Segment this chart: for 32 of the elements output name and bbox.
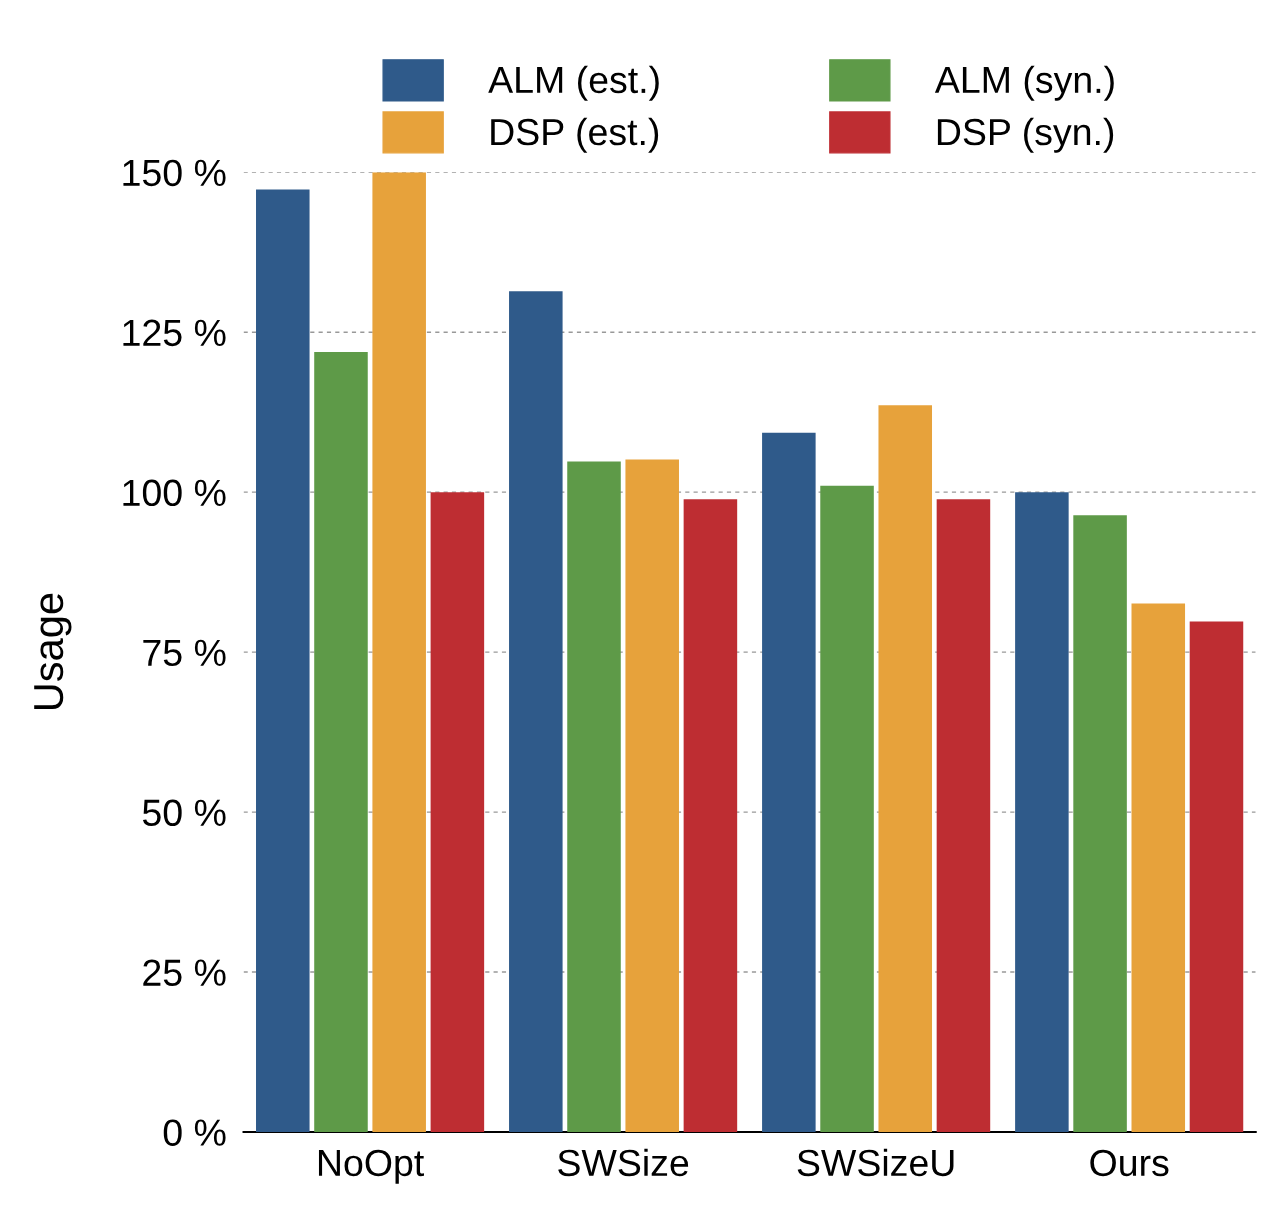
- y-tick-label: 125 %: [123, 319, 226, 347]
- bar: [1073, 515, 1127, 1133]
- legend-label: DSP (est.): [491, 117, 659, 153]
- bar: [878, 405, 933, 1133]
- bar: [683, 499, 738, 1133]
- x-tick-label: Ours: [1090, 1149, 1169, 1177]
- bar: [430, 492, 485, 1133]
- bar: [1015, 492, 1069, 1133]
- bar: [1189, 621, 1244, 1133]
- y-tick-label: 25 %: [143, 959, 226, 986]
- x-tick-label: NoOpt: [318, 1149, 424, 1184]
- y-tick-label: 0 %: [163, 1119, 226, 1146]
- bar: [1131, 603, 1186, 1133]
- bar: [625, 459, 679, 1133]
- x-tick-label: SWSize: [558, 1148, 689, 1177]
- y-tick-label: 50 %: [142, 799, 226, 827]
- y-axis-title: Usage: [34, 593, 72, 710]
- bar: [372, 172, 426, 1133]
- legend-label: ALM (est.): [488, 65, 659, 101]
- y-tick-label: 150 %: [123, 159, 226, 187]
- legend-label: DSP (syn.): [937, 117, 1114, 153]
- bar: [256, 189, 310, 1133]
- bar: [509, 291, 563, 1133]
- y-tick-label: 100 %: [123, 479, 226, 507]
- legend-label: ALM (syn.): [934, 65, 1114, 101]
- bar: [820, 485, 874, 1133]
- y-tick-label: 75 %: [143, 639, 226, 667]
- bar: [762, 432, 816, 1133]
- bar: [936, 499, 991, 1133]
- bar: [567, 461, 621, 1133]
- x-tick-label: SWSizeU: [797, 1148, 954, 1177]
- bar: [314, 352, 368, 1133]
